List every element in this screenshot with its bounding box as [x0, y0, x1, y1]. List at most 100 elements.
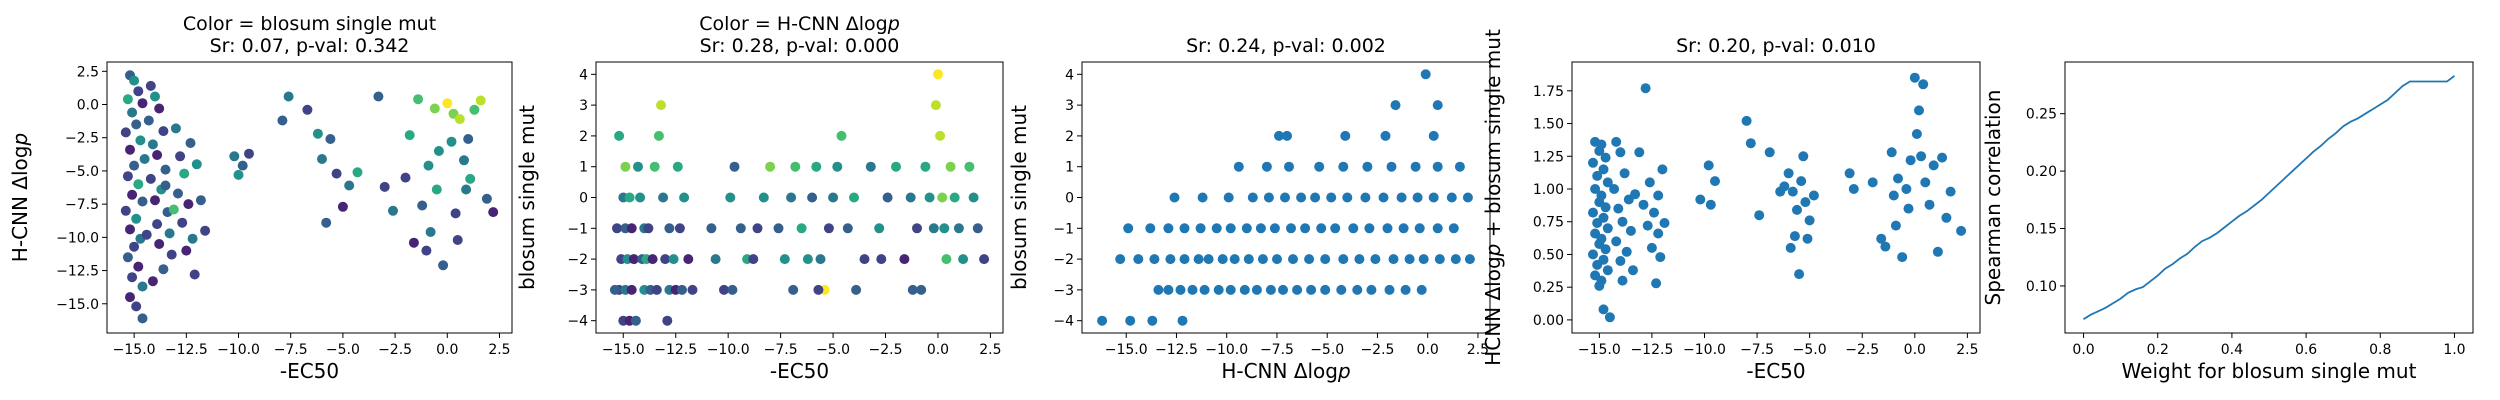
y-tick-label: 0.10	[2026, 279, 2057, 295]
data-point-39	[1621, 246, 1632, 257]
data-point-31	[1175, 284, 1186, 295]
data-point-79	[1880, 241, 1891, 252]
data-point-89	[979, 254, 990, 265]
data-point-70	[1800, 197, 1811, 208]
data-point-60	[191, 159, 202, 170]
data-point-74	[1794, 269, 1805, 280]
data-point-15	[1592, 218, 1603, 228]
y-tick-label: −4	[567, 314, 588, 330]
x-ticks: −15.0 −12.5 −10.0 −7.5 −5.0 −2.5 0.0 2.5	[602, 333, 1002, 358]
data-point-44	[735, 223, 746, 234]
data-point-26	[656, 100, 666, 111]
chart-title-line: Sr: 0.24, p-val: 0.002	[1186, 35, 1386, 57]
data-point-12	[129, 160, 140, 171]
data-point-69	[1796, 176, 1807, 187]
data-point-23	[1592, 259, 1603, 270]
data-point-36	[679, 192, 690, 203]
data-point-39	[150, 195, 160, 206]
data-point-5	[1588, 157, 1598, 168]
data-point-75	[924, 192, 935, 203]
data-point-9	[135, 135, 146, 146]
chart-5: 0.0 0.2 0.4 0.6 0.8 1.0 0.10 0.15 0.20 0.25 Weight…	[1981, 61, 2474, 383]
data-point-92	[465, 173, 476, 184]
y-tick-label: −7.5	[65, 197, 99, 213]
data-point-52	[790, 161, 801, 172]
data-point-29	[1604, 312, 1615, 323]
data-point-92	[633, 161, 643, 172]
data-point-97	[1918, 79, 1929, 90]
data-point-102	[907, 284, 918, 295]
data-point-19	[125, 224, 135, 235]
data-point-94	[1410, 161, 1421, 172]
data-point-34	[677, 284, 687, 295]
x-label-italic-text: p	[1337, 359, 1351, 383]
data-point-79	[379, 181, 390, 192]
data-point-92	[1932, 246, 1943, 257]
data-point-28	[1464, 254, 1475, 265]
data-point-96	[450, 208, 461, 219]
data-point-68	[882, 192, 893, 203]
y-tick-label: −5.0	[65, 164, 99, 180]
data-point-19	[643, 223, 654, 234]
y-label-italic-text: p	[8, 133, 32, 147]
data-point-80	[1360, 192, 1371, 203]
data-point-17	[120, 205, 131, 216]
data-point-83	[1412, 192, 1423, 203]
data-point-68	[1792, 204, 1802, 215]
data-point-95	[1432, 161, 1443, 172]
data-point-87	[442, 98, 453, 109]
data-point-69	[302, 104, 313, 115]
axes-frame	[1571, 61, 1981, 334]
data-point-63	[1754, 210, 1765, 221]
data-point-71	[325, 134, 336, 144]
data-point-46	[147, 276, 158, 287]
data-point-91	[459, 155, 469, 166]
y-ticks: 0.10 0.15 0.20 0.25	[2026, 107, 2065, 295]
data-point-51	[1163, 223, 1174, 234]
y-tick-label: 0.25	[2026, 107, 2057, 123]
x-tick-label: −12.5	[1155, 342, 1198, 358]
data-point-76	[1848, 184, 1859, 194]
data-point-3	[1147, 315, 1158, 326]
y-tick-label: −10.0	[56, 230, 99, 246]
data-point-43	[1630, 189, 1641, 200]
chart-1: −15.0 −12.5 −10.0 −7.5 −5.0 −2.5 0.0 2.5−15.0−1…	[8, 13, 513, 383]
x-tick-label: −5.0	[1310, 342, 1344, 358]
data-point-2	[129, 75, 140, 86]
data-point-47	[1400, 284, 1411, 295]
data-point-100	[1380, 130, 1391, 141]
data-point-94	[1941, 212, 1952, 223]
data-point-8	[1165, 254, 1176, 265]
data-point-60	[1705, 199, 1716, 210]
data-point-76	[928, 223, 939, 234]
data-point-54	[802, 254, 813, 265]
data-point-58	[1703, 160, 1714, 171]
data-point-52	[177, 217, 188, 228]
data-point-95	[687, 284, 698, 295]
y-tick-label: 2	[1065, 129, 1074, 145]
x-label-text: -EC50	[1746, 359, 1805, 383]
y-label-italic-text: p	[1481, 244, 1505, 258]
y-tick-label: 0.25	[1533, 280, 1564, 296]
data-point-84	[425, 227, 436, 237]
data-point-65	[244, 148, 254, 159]
title-text: Color = blosum single mut	[183, 13, 436, 35]
title-text: Sr: 0.28, p-val: 0.000	[700, 35, 900, 57]
series-line	[2083, 75, 2456, 320]
x-tick-label: −5.0	[326, 342, 360, 358]
data-point-34	[1213, 284, 1224, 295]
chart-2: −15.0 −12.5 −10.0 −7.5 −5.0 −2.5 0.0 2.5−4−3−2−…	[515, 13, 1004, 383]
data-point-72	[1223, 192, 1234, 203]
data-point-74	[920, 161, 931, 172]
data-point-18	[131, 213, 142, 224]
data-point-17	[1288, 254, 1298, 265]
data-point-57	[168, 204, 179, 215]
data-point-42	[725, 192, 736, 203]
data-point-86	[964, 161, 975, 172]
data-point-7	[131, 119, 142, 130]
y-tick-label: −1	[1053, 221, 1074, 237]
data-point-16	[1602, 223, 1613, 234]
data-point-28	[137, 313, 148, 324]
y-tick-label: 3	[579, 98, 588, 114]
y-tick-label: 2.5	[77, 64, 99, 80]
